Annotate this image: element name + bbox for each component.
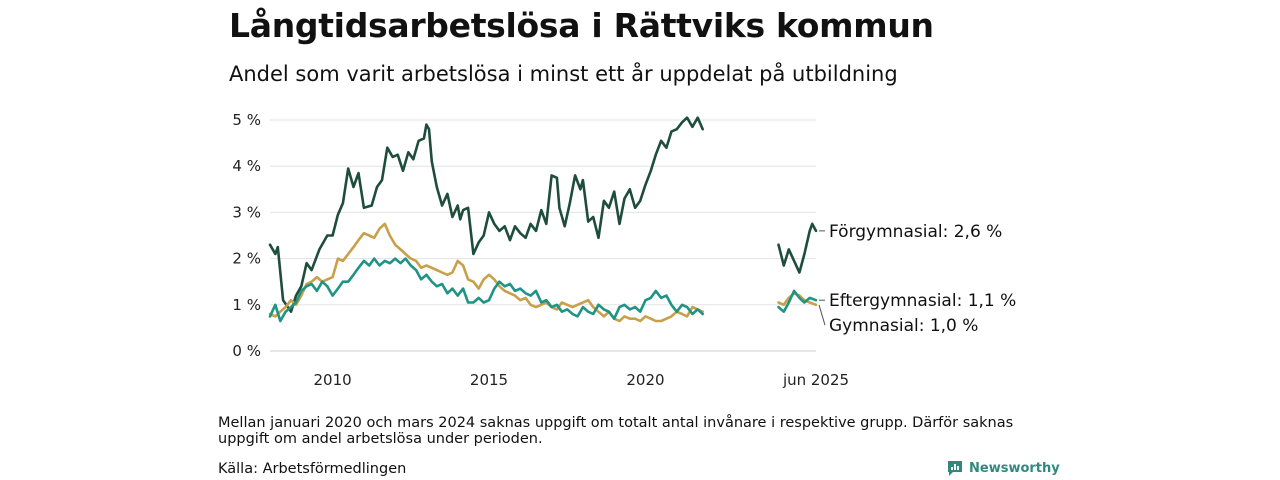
y-tick-label: 5 %: [232, 111, 261, 129]
chart-title: Långtidsarbetslösa i Rättviks kommun: [229, 6, 934, 45]
gymnasial-label-leader: [818, 304, 826, 326]
eftergymnasial-line: [777, 289, 818, 313]
chart-subtitle: Andel som varit arbetslösa i minst ett å…: [229, 62, 898, 86]
footnote: Mellan januari 2020 och mars 2024 saknas…: [218, 415, 1014, 447]
f-rgymnasial-line: [777, 222, 818, 274]
gridlines: [270, 119, 816, 352]
source-note: Källa: Arbetsförmedlingen: [218, 461, 407, 477]
y-tick-label: 3 %: [232, 203, 261, 221]
y-tick-label: 0 %: [232, 342, 261, 360]
y-tick-label: 4 %: [232, 157, 261, 175]
gymnasial-end-label: Gymnasial: 1,0 %: [829, 316, 978, 336]
y-tick-label: 1 %: [232, 296, 261, 314]
line-chart: 0 % 1 % 2 % 3 % 4 % 5 % 2010 2015 2020 jun 2025 F…: [232, 111, 1016, 389]
x-tick-label: 2015: [470, 371, 508, 389]
brand-name: Newsworthy: [969, 460, 1060, 476]
x-tick-label: 2010: [313, 371, 351, 389]
bar-chart-icon: [948, 461, 962, 476]
eftergymnasial-end-label: Eftergymnasial: 1,1 %: [829, 291, 1016, 311]
x-tick-label: 2020: [626, 371, 664, 389]
series-lines: [268, 116, 818, 323]
gymnasial-line: [268, 222, 704, 323]
x-tick-label: jun 2025: [782, 371, 849, 389]
eftergymnasial-line: [268, 257, 704, 323]
y-tick-label: 2 %: [232, 250, 261, 268]
f-rgymnasial-end-label: Förgymnasial: 2,6 %: [829, 222, 1002, 242]
f-rgymnasial-line: [268, 116, 704, 313]
brand-logo: Newsworthy: [946, 459, 1060, 477]
direct-labels: Förgymnasial: 2,6 % Eftergymnasial: 1,1 %…: [818, 222, 1016, 336]
axis-labels: 0 % 1 % 2 % 3 % 4 % 5 % 2010 2015 2020 jun 2025: [232, 111, 849, 389]
